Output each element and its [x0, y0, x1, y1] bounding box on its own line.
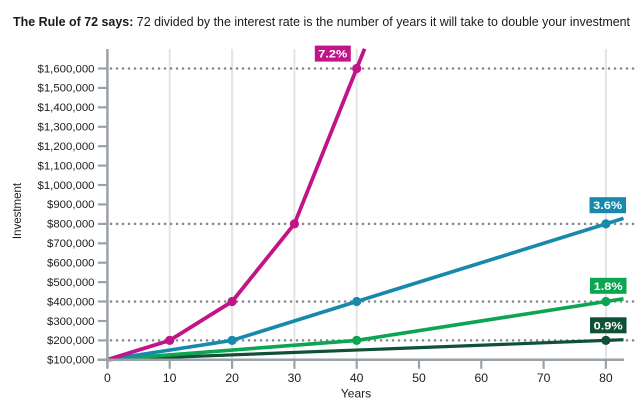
svg-text:50: 50	[412, 371, 426, 385]
svg-text:$1,500,000: $1,500,000	[37, 83, 94, 95]
svg-text:60: 60	[475, 371, 489, 385]
svg-text:0.9%: 0.9%	[594, 320, 623, 332]
svg-text:80: 80	[599, 371, 613, 385]
svg-text:$1,000,000: $1,000,000	[37, 180, 94, 192]
svg-text:10: 10	[163, 371, 177, 385]
svg-text:70: 70	[537, 371, 551, 385]
svg-text:$1,600,000: $1,600,000	[37, 63, 94, 75]
svg-text:Years: Years	[341, 387, 371, 401]
svg-text:$200,000: $200,000	[47, 335, 95, 347]
svg-text:20: 20	[225, 371, 239, 385]
svg-text:30: 30	[288, 371, 302, 385]
svg-text:$400,000: $400,000	[47, 296, 95, 308]
svg-text:1.8%: 1.8%	[594, 281, 623, 293]
svg-text:The Rule of 72 says: 72 divide: The Rule of 72 says: 72 divided by the i…	[13, 14, 630, 29]
svg-text:$500,000: $500,000	[47, 277, 95, 289]
svg-text:$1,200,000: $1,200,000	[37, 141, 94, 153]
svg-text:40: 40	[350, 371, 364, 385]
svg-text:0: 0	[104, 371, 111, 385]
svg-text:$800,000: $800,000	[47, 219, 95, 231]
svg-text:$1,400,000: $1,400,000	[37, 102, 94, 114]
svg-text:$700,000: $700,000	[47, 238, 95, 250]
svg-text:$900,000: $900,000	[47, 199, 95, 211]
svg-text:$100,000: $100,000	[47, 355, 95, 367]
svg-text:$300,000: $300,000	[47, 316, 95, 328]
svg-text:Investment: Investment	[12, 182, 24, 239]
svg-text:$1,100,000: $1,100,000	[37, 160, 94, 172]
svg-text:3.6%: 3.6%	[593, 200, 622, 212]
svg-text:$1,300,000: $1,300,000	[37, 122, 94, 134]
svg-text:$600,000: $600,000	[47, 258, 95, 270]
svg-text:7.2%: 7.2%	[318, 49, 347, 61]
